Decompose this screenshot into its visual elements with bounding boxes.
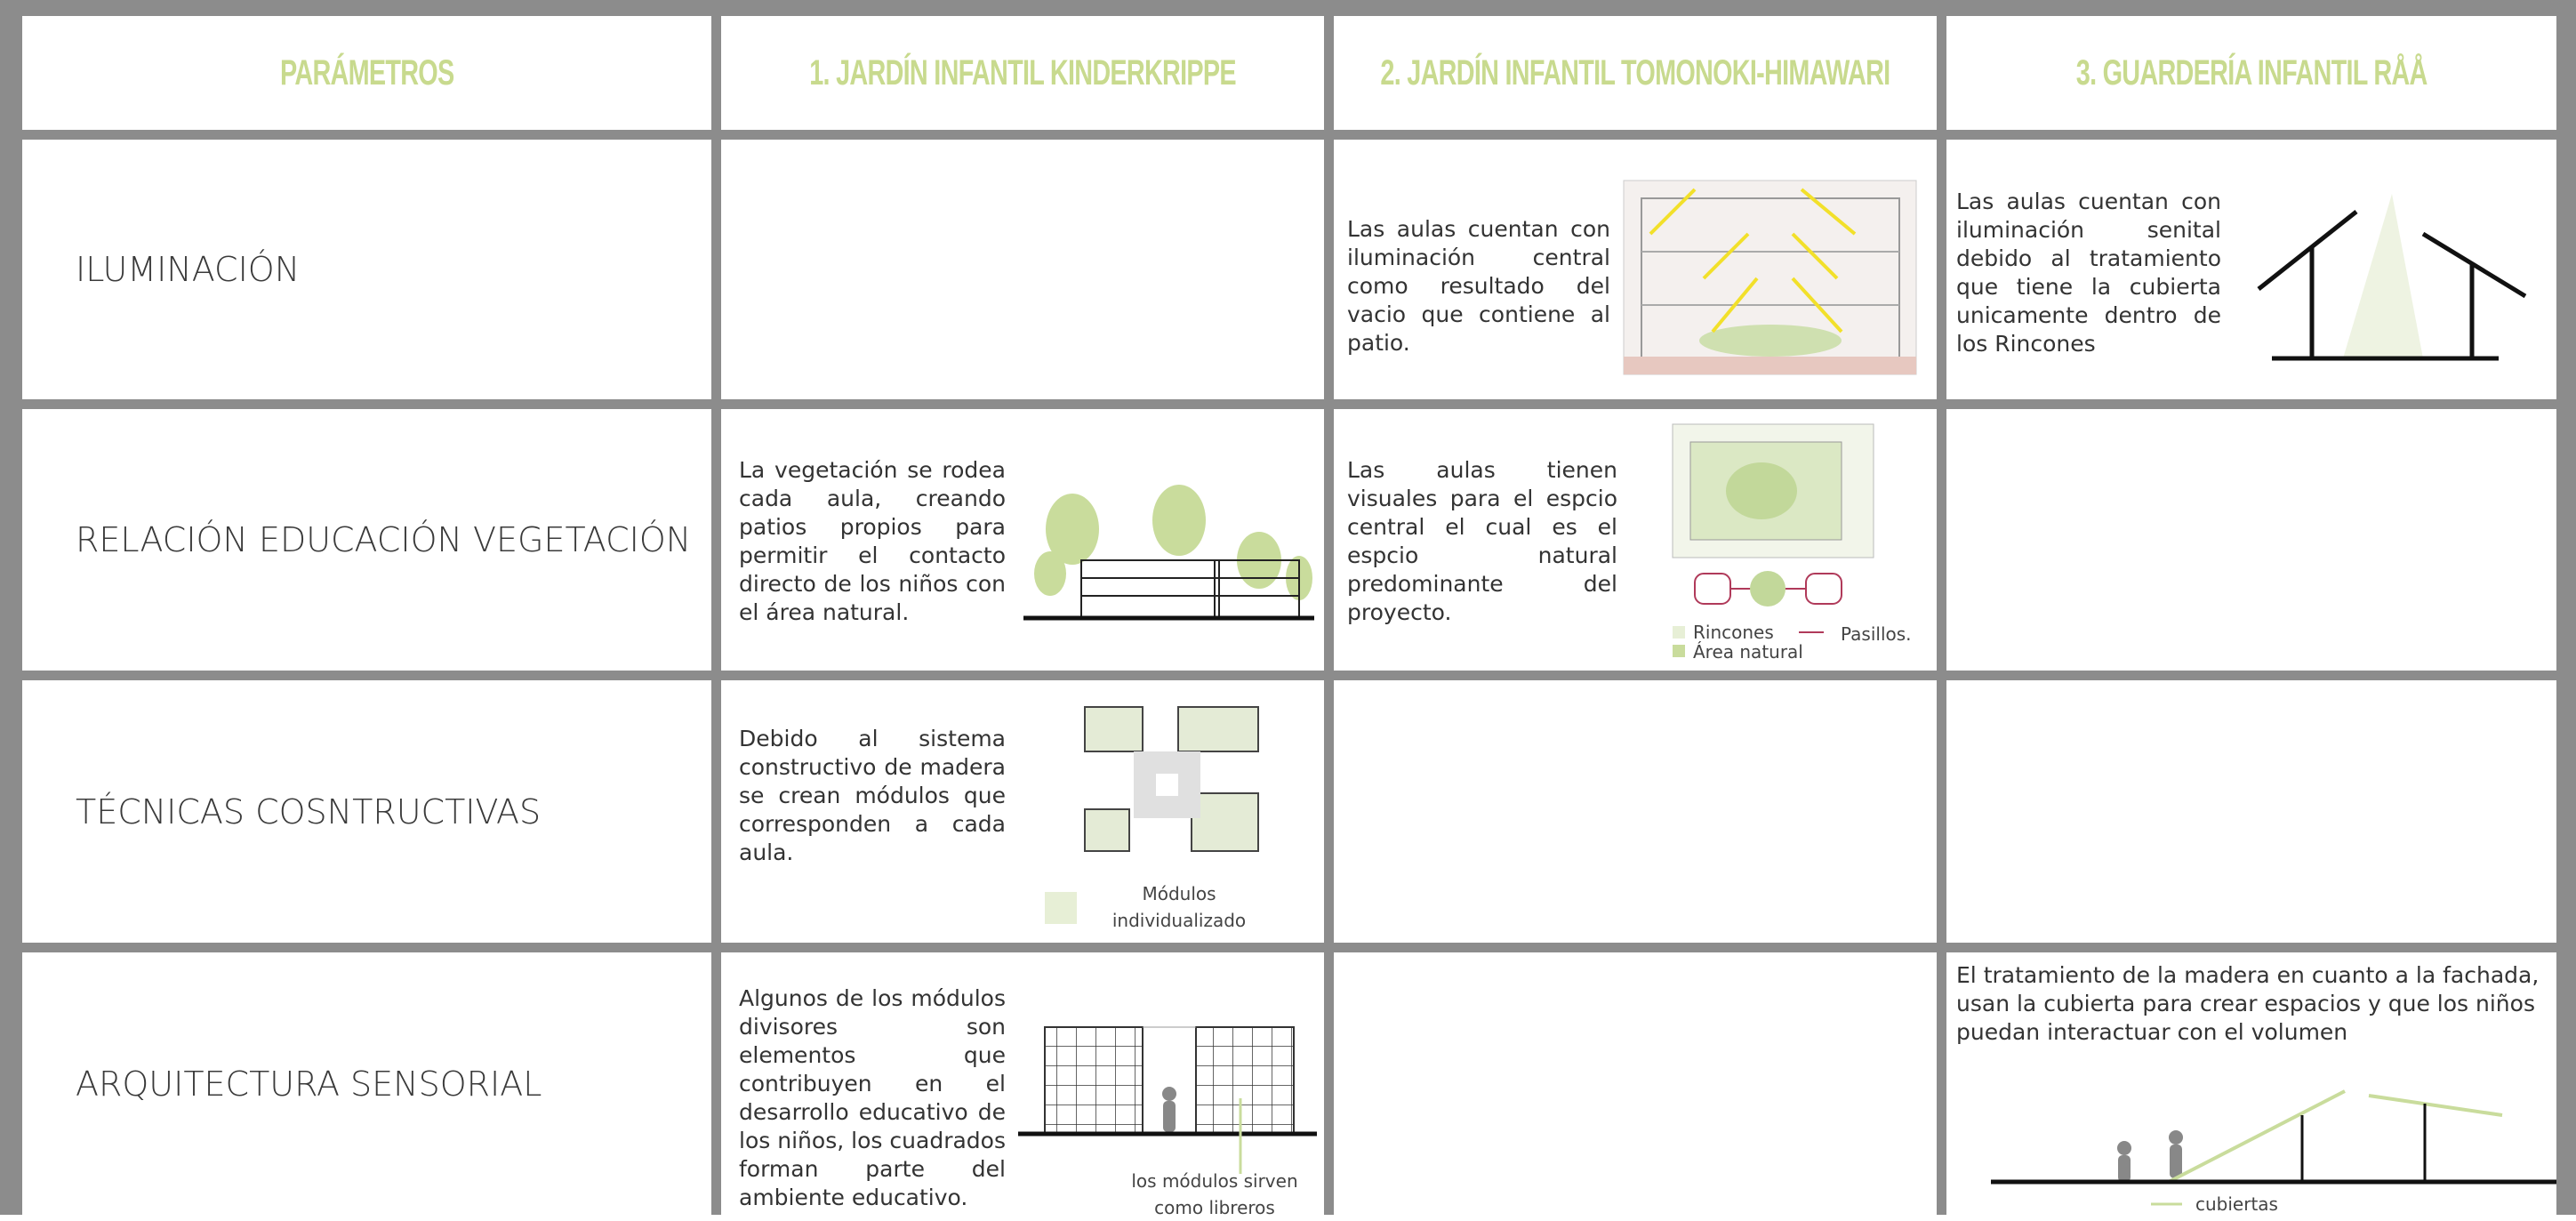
caption: cubiertas xyxy=(2195,1193,2278,1215)
header-text: PARÁMETROS xyxy=(279,52,454,92)
cell: La vegetación se rodea cada aula, creand… xyxy=(721,409,1324,671)
legend-label: Área natural xyxy=(1693,641,1803,663)
cell-text: Algunos de los módulos divisores son ele… xyxy=(739,985,1006,1210)
cell-text: Las aulas tienen visuales para el espcio… xyxy=(1347,457,1617,625)
cell: El tratamiento de la madera en cuanto a … xyxy=(1946,952,2556,1215)
plan-diagram xyxy=(1672,423,1874,606)
parameter-cell: ILUMINACIÓN xyxy=(22,140,711,399)
cell: Las aulas cuentan con iluminación centra… xyxy=(1334,140,1937,399)
header-cell: 1. JARDÍN INFANTIL KINDERKRIPPE xyxy=(721,16,1324,130)
cell xyxy=(1334,680,1937,943)
cell xyxy=(1946,680,2556,943)
header-cell: 3. GUARDERÍA INFANTIL RÅÅ xyxy=(1946,16,2556,130)
parameter-cell: ARQUITECTURA SENSORIAL xyxy=(22,952,711,1215)
module-plan xyxy=(1084,706,1259,852)
parameter-cell: TÉCNICAS COSNTRUCTIVAS xyxy=(22,680,711,943)
legend-label: Pasillos. xyxy=(1841,623,1912,645)
legend-swatch xyxy=(1045,892,1077,924)
cell: Las aulas cuentan con iluminación senita… xyxy=(1946,140,2556,399)
roof-section xyxy=(1991,1089,2556,1206)
shelf-diagram xyxy=(1018,1026,1317,1174)
legend-label: Rincones xyxy=(1693,622,1774,643)
header-text: 2. JARDÍN INFANTIL TOMONOKI-HIMAWARI xyxy=(1380,52,1890,92)
cell xyxy=(1946,409,2556,671)
cell: Algunos de los módulos divisores son ele… xyxy=(721,952,1324,1218)
cell-text: Debido al sistema constructivo de madera… xyxy=(739,726,1006,865)
section-diagram xyxy=(1623,180,1917,375)
roof-diagram xyxy=(2257,194,2527,361)
cell xyxy=(1334,952,1937,1215)
parameter-cell: RELACIÓN EDUCACIÓN VEGETACIÓN xyxy=(22,409,711,671)
cell: Debido al sistema constructivo de madera… xyxy=(721,680,1324,943)
header-cell: 2. JARDÍN INFANTIL TOMONOKI-HIMAWARI xyxy=(1334,16,1937,130)
cell-text: Las aulas cuentan con iluminación centra… xyxy=(1347,216,1610,356)
legend-swatches xyxy=(1673,626,1824,657)
header-cell: PARÁMETROS xyxy=(22,16,711,130)
cell-text: El tratamiento de la madera en cuanto a … xyxy=(1956,962,2540,1045)
caption: los módulos sirven como libreros xyxy=(1131,1170,1298,1218)
header-text: 1. JARDÍN INFANTIL KINDERKRIPPE xyxy=(809,52,1236,92)
cell: Las aulas tienen visuales para el espcio… xyxy=(1334,409,1937,671)
header-text: 3. GUARDERÍA INFANTIL RÅÅ xyxy=(2075,52,2428,92)
cell-text: La vegetación se rodea cada aula, creand… xyxy=(739,457,1006,625)
caption: Módulos individualizado xyxy=(1111,883,1247,931)
cell-text: Las aulas cuentan con iluminación senita… xyxy=(1956,189,2221,357)
vegetation-diagram xyxy=(1023,485,1314,621)
cell xyxy=(721,140,1324,399)
